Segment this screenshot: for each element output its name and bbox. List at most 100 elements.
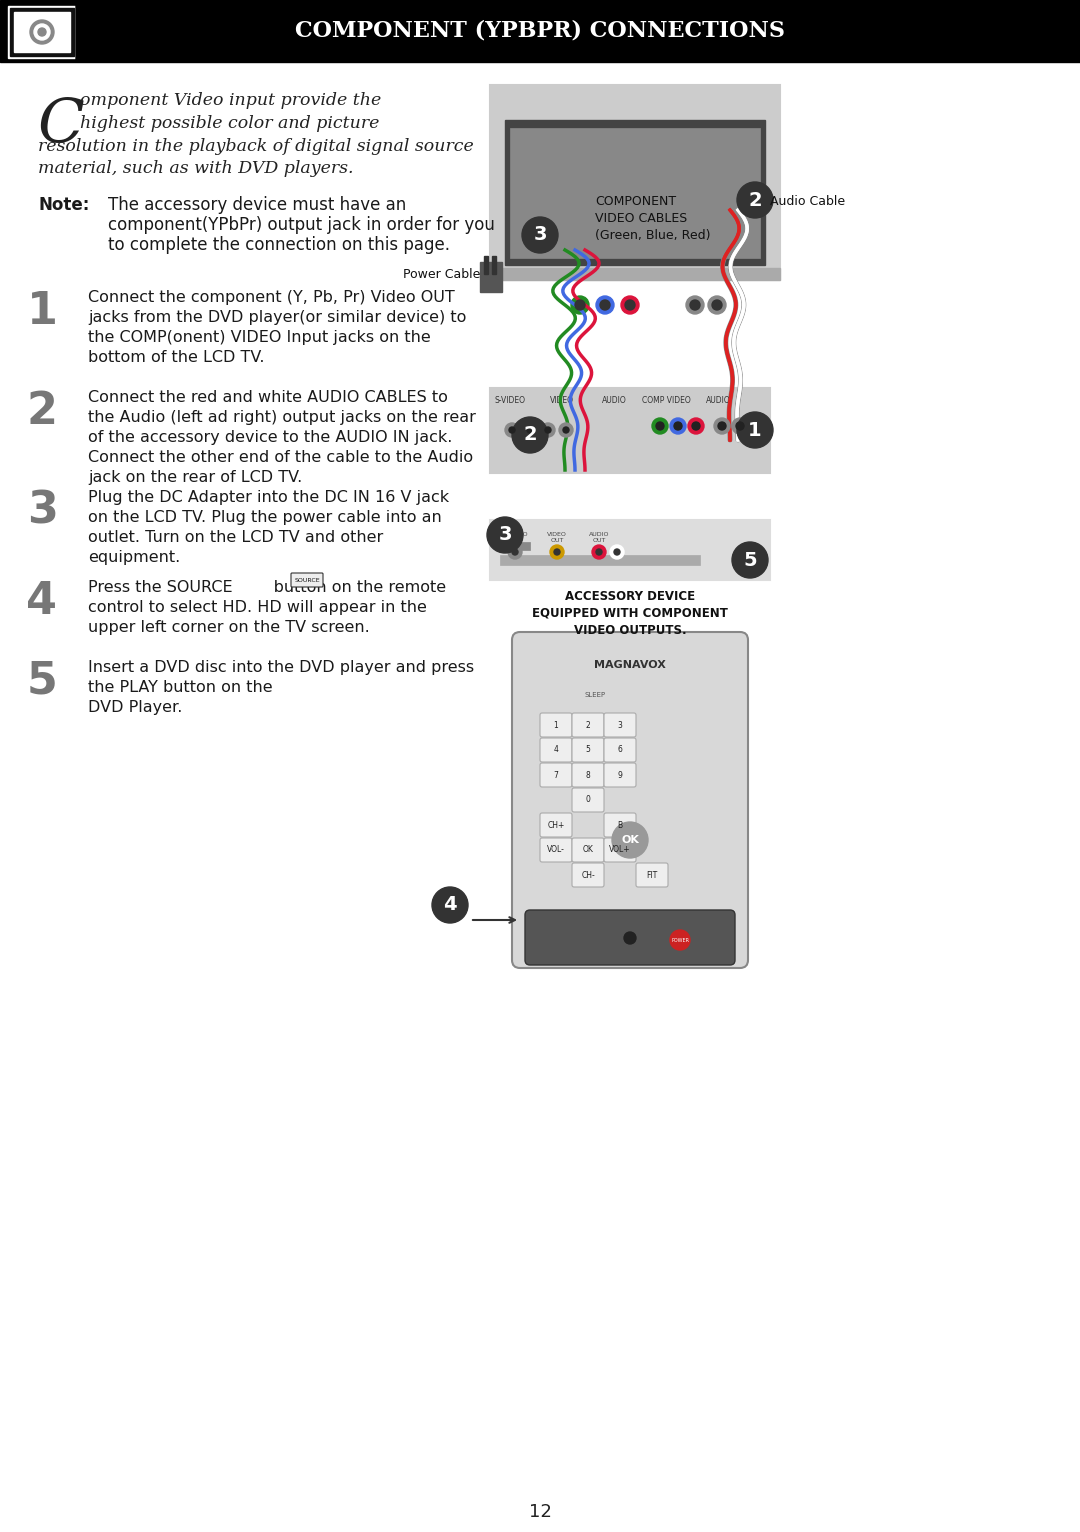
Text: 3: 3 bbox=[498, 525, 512, 544]
FancyBboxPatch shape bbox=[572, 838, 604, 863]
Text: to complete the connection on this page.: to complete the connection on this page. bbox=[108, 236, 450, 254]
FancyBboxPatch shape bbox=[572, 712, 604, 737]
Text: COMP VIDEO: COMP VIDEO bbox=[642, 395, 690, 404]
Circle shape bbox=[688, 418, 704, 434]
Circle shape bbox=[615, 548, 620, 555]
Circle shape bbox=[563, 427, 569, 434]
Text: OK: OK bbox=[582, 846, 593, 855]
Text: Insert a DVD disc into the DVD player and press: Insert a DVD disc into the DVD player an… bbox=[87, 660, 474, 676]
Text: 1: 1 bbox=[27, 290, 57, 332]
Bar bbox=[0, 0, 1080, 61]
Text: Connect the component (Y, Pb, Pr) Video OUT: Connect the component (Y, Pb, Pr) Video … bbox=[87, 290, 455, 305]
Circle shape bbox=[732, 542, 768, 578]
Text: SOURCE: SOURCE bbox=[294, 578, 320, 582]
Circle shape bbox=[732, 418, 748, 434]
Text: 9: 9 bbox=[618, 771, 622, 780]
Circle shape bbox=[432, 887, 468, 922]
Circle shape bbox=[523, 423, 537, 437]
Text: VOL+: VOL+ bbox=[609, 846, 631, 855]
Circle shape bbox=[612, 823, 648, 858]
FancyBboxPatch shape bbox=[604, 738, 636, 761]
FancyBboxPatch shape bbox=[291, 573, 323, 587]
FancyBboxPatch shape bbox=[540, 813, 572, 836]
Bar bbox=[490, 519, 770, 581]
Circle shape bbox=[559, 423, 573, 437]
Bar bbox=[492, 256, 496, 274]
Circle shape bbox=[621, 296, 639, 314]
FancyBboxPatch shape bbox=[604, 763, 636, 787]
FancyBboxPatch shape bbox=[540, 712, 572, 737]
Bar bbox=[14, 12, 70, 52]
Text: jack on the rear of LCD TV.: jack on the rear of LCD TV. bbox=[87, 470, 302, 486]
FancyBboxPatch shape bbox=[512, 633, 748, 968]
Text: 12: 12 bbox=[528, 1503, 552, 1521]
Text: Connect the other end of the cable to the Audio: Connect the other end of the cable to th… bbox=[87, 450, 473, 466]
Text: ACCESSORY DEVICE
EQUIPPED WITH COMPONENT
VIDEO OUTPUTS.: ACCESSORY DEVICE EQUIPPED WITH COMPONENT… bbox=[532, 590, 728, 637]
Text: 2: 2 bbox=[748, 190, 761, 210]
Text: S-VIDEO: S-VIDEO bbox=[495, 395, 526, 404]
Bar bbox=[490, 268, 780, 280]
Circle shape bbox=[508, 545, 522, 559]
Text: 3: 3 bbox=[27, 490, 57, 533]
Text: outlet. Turn on the LCD TV and other: outlet. Turn on the LCD TV and other bbox=[87, 530, 383, 545]
Circle shape bbox=[737, 182, 773, 218]
FancyBboxPatch shape bbox=[604, 813, 636, 836]
Text: POWER: POWER bbox=[671, 938, 689, 942]
Circle shape bbox=[596, 296, 615, 314]
FancyBboxPatch shape bbox=[572, 787, 604, 812]
Text: MAGNAVOX: MAGNAVOX bbox=[594, 660, 666, 669]
Text: 5: 5 bbox=[27, 660, 57, 703]
Text: COMPONENT (YPBPR) CONNECTIONS: COMPONENT (YPBPR) CONNECTIONS bbox=[295, 20, 785, 41]
Text: 2: 2 bbox=[27, 391, 57, 434]
Text: AUDIO
OUT: AUDIO OUT bbox=[589, 532, 609, 542]
Bar bbox=[8, 6, 76, 58]
FancyBboxPatch shape bbox=[636, 863, 669, 887]
Text: component(YPbPr) output jack in order for you: component(YPbPr) output jack in order fo… bbox=[108, 216, 495, 234]
Circle shape bbox=[545, 427, 551, 434]
Text: 4: 4 bbox=[443, 896, 457, 915]
Circle shape bbox=[509, 427, 515, 434]
Circle shape bbox=[30, 20, 54, 44]
Circle shape bbox=[686, 296, 704, 314]
Text: equipment.: equipment. bbox=[87, 550, 180, 565]
Circle shape bbox=[571, 296, 589, 314]
Circle shape bbox=[33, 25, 50, 40]
Bar bbox=[510, 129, 760, 257]
Text: VOL-: VOL- bbox=[548, 846, 565, 855]
Text: AUDIO: AUDIO bbox=[705, 395, 730, 404]
Circle shape bbox=[512, 548, 518, 555]
Circle shape bbox=[550, 545, 564, 559]
Circle shape bbox=[670, 930, 690, 950]
Text: the Audio (left ad right) output jacks on the rear: the Audio (left ad right) output jacks o… bbox=[87, 411, 476, 424]
Circle shape bbox=[692, 421, 700, 430]
Text: VIDEO
OUT: VIDEO OUT bbox=[548, 532, 567, 542]
Text: jacks from the DVD player(or similar device) to: jacks from the DVD player(or similar dev… bbox=[87, 309, 467, 325]
Text: C: C bbox=[38, 95, 84, 155]
Text: COMPONENT
VIDEO CABLES
(Green, Blue, Red): COMPONENT VIDEO CABLES (Green, Blue, Red… bbox=[595, 195, 711, 242]
Circle shape bbox=[512, 417, 548, 453]
FancyBboxPatch shape bbox=[604, 838, 636, 863]
Text: AUDIO: AUDIO bbox=[602, 395, 626, 404]
Circle shape bbox=[38, 28, 46, 35]
Text: S-VIDEO
OUT: S-VIDEO OUT bbox=[502, 532, 528, 542]
Circle shape bbox=[735, 421, 744, 430]
FancyBboxPatch shape bbox=[572, 763, 604, 787]
Text: CH-: CH- bbox=[581, 870, 595, 879]
Text: of the accessory device to the AUDIO IN jack.: of the accessory device to the AUDIO IN … bbox=[87, 430, 453, 444]
Bar bbox=[505, 119, 765, 265]
Text: DVD Player.: DVD Player. bbox=[87, 700, 183, 715]
Text: 5: 5 bbox=[585, 746, 591, 754]
Circle shape bbox=[487, 516, 523, 553]
Circle shape bbox=[541, 423, 555, 437]
Text: Plug the DC Adapter into the DC IN 16 V jack: Plug the DC Adapter into the DC IN 16 V … bbox=[87, 490, 449, 506]
Circle shape bbox=[505, 423, 519, 437]
Text: 1: 1 bbox=[748, 420, 761, 440]
Circle shape bbox=[554, 548, 561, 555]
Text: VIDEO: VIDEO bbox=[550, 395, 573, 404]
Text: SLEEP: SLEEP bbox=[584, 692, 606, 699]
Text: Audio Cable: Audio Cable bbox=[770, 195, 846, 208]
Circle shape bbox=[674, 421, 681, 430]
FancyBboxPatch shape bbox=[604, 712, 636, 737]
Text: Power Cable: Power Cable bbox=[403, 268, 480, 280]
Text: bottom of the LCD TV.: bottom of the LCD TV. bbox=[87, 349, 265, 365]
